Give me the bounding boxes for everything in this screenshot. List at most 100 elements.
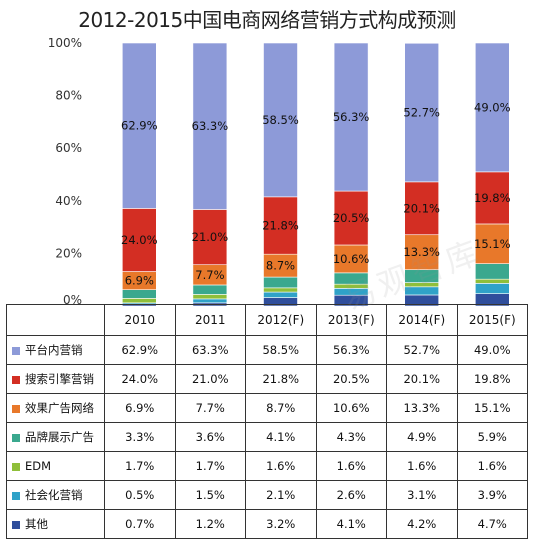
bar-segment <box>263 276 298 289</box>
table-cell: 2.6% <box>315 480 387 510</box>
legend-cell: 品牌展示广告 <box>6 422 105 452</box>
bar-segment <box>474 42 510 173</box>
table-cell: 1.6% <box>386 451 458 481</box>
bar-segment <box>404 42 440 183</box>
segment-label: 52.7% <box>403 106 440 120</box>
table-cell: 58.5% <box>245 335 317 365</box>
legend-label: EDM <box>25 459 52 473</box>
y-tick-label: 20% <box>55 246 82 260</box>
table-cell: 2.1% <box>245 480 317 510</box>
table-cell: 62.9% <box>104 335 176 365</box>
table-row: EDM 1.7% 1.7% 1.6% 1.6% 1.6% 1.6% <box>6 451 528 481</box>
table-cell: 24.0% <box>104 364 176 394</box>
bar-segment <box>263 287 298 293</box>
table-cell: 3.9% <box>456 480 528 510</box>
bar-segment <box>122 298 157 304</box>
table-cell: 13.3% <box>386 393 458 423</box>
y-tick-label: 100% <box>48 36 82 50</box>
bar-segment <box>263 196 298 255</box>
table-cell: 19.8% <box>456 364 528 394</box>
legend-swatch <box>12 404 20 413</box>
segment-label: 15.1% <box>474 237 511 251</box>
bar-segment <box>404 234 440 271</box>
y-tick-label: 60% <box>55 141 82 155</box>
table-header-cell: 2011 <box>174 304 246 336</box>
bar-segment <box>333 190 369 246</box>
bar-segment <box>192 284 228 295</box>
table-cell: 1.5% <box>174 480 246 510</box>
bar-segment <box>263 291 298 298</box>
table-cell: 0.7% <box>104 509 176 539</box>
table-cell: 4.3% <box>315 422 387 452</box>
legend-cell: 平台内营销 <box>6 335 105 365</box>
data-table: 2010 2011 2012(F) 2013(F) 2014(F) 2015(F) 平台内… <box>6 304 528 539</box>
table-cell: 56.3% <box>315 335 387 365</box>
segment-label: 19.8% <box>474 191 511 205</box>
table-cell: 1.7% <box>174 451 246 481</box>
table-cell: 1.6% <box>315 451 387 481</box>
bar-segment <box>333 288 369 296</box>
bar-segment <box>404 286 440 296</box>
legend-swatch <box>12 520 20 529</box>
legend-cell: 效果广告网络 <box>6 393 105 423</box>
segment-label: 63.3% <box>192 119 229 133</box>
bar-segment <box>192 294 228 300</box>
y-tick-label: 0% <box>63 293 82 306</box>
table-cell: 1.6% <box>456 451 528 481</box>
bar-segment <box>263 42 298 198</box>
legend-cell: 搜索引擎营销 <box>6 364 105 394</box>
segment-label: 13.3% <box>403 245 440 259</box>
segment-label: 8.7% <box>266 259 295 273</box>
table-cell: 6.9% <box>104 393 176 423</box>
table-cell: 52.7% <box>386 335 458 365</box>
table-cell: 8.7% <box>245 393 317 423</box>
bar-segment <box>404 269 440 283</box>
stacked-bar-plot: 100% 80% 60% 40% 20% 0% 6.9% 24.0% 62.9% 7.7% 21.… <box>48 36 511 306</box>
table-cell: 4.9% <box>386 422 458 452</box>
segment-label: 58.5% <box>262 113 299 127</box>
table-cell: 3.2% <box>245 509 317 539</box>
bar-segment <box>404 181 440 236</box>
table-row: 社会化营销 0.5% 1.5% 2.1% 2.6% 3.1% 3.9% <box>6 480 528 510</box>
table-header-row: 2010 2011 2012(F) 2013(F) 2014(F) 2015(F) <box>6 304 528 336</box>
bar-segment <box>474 171 510 225</box>
table-cell: 63.3% <box>174 335 246 365</box>
table-cell: 15.1% <box>456 393 528 423</box>
table-row: 其他 0.7% 1.2% 3.2% 4.1% 4.2% 4.7% <box>6 509 528 539</box>
table-header-cell: 2014(F) <box>386 304 458 336</box>
segment-label: 20.1% <box>403 201 440 215</box>
table-cell: 5.9% <box>456 422 528 452</box>
legend-swatch <box>12 491 20 500</box>
table-cell: 1.7% <box>104 451 176 481</box>
y-axis-ticks: 100% 80% 60% 40% 20% 0% <box>48 36 82 306</box>
bar-segment <box>122 42 157 209</box>
legend-swatch <box>12 462 20 471</box>
table-cell: 4.1% <box>315 509 387 539</box>
table-row: 效果广告网络 6.9% 7.7% 8.7% 10.6% 13.3% 15.1% <box>6 393 528 423</box>
bar-segment <box>333 42 369 192</box>
table-cell: 7.7% <box>174 393 246 423</box>
bar-segment <box>192 42 228 210</box>
table-cell: 21.0% <box>174 364 246 394</box>
table-header-cell: 2012(F) <box>245 304 317 336</box>
table-cell: 1.6% <box>245 451 317 481</box>
legend-label: 社会化营销 <box>25 488 83 502</box>
table-cell: 4.1% <box>245 422 317 452</box>
bar-segment <box>474 283 510 294</box>
segment-label: 21.8% <box>262 219 299 233</box>
table-cell: 4.7% <box>456 509 528 539</box>
bar-segment <box>333 244 369 274</box>
bar-segment <box>192 209 228 266</box>
segment-label: 24.0% <box>121 233 158 247</box>
legend-swatch <box>12 375 20 384</box>
legend-cell: 社会化营销 <box>6 480 105 510</box>
table-corner-cell <box>6 304 105 336</box>
table-header-cell: 2013(F) <box>315 304 387 336</box>
legend-label: 品牌展示广告 <box>25 430 94 444</box>
table-cell: 3.1% <box>386 480 458 510</box>
segment-labels: 6.9% 24.0% 62.9% 7.7% 21.0% 63.3% 8.7% 21.8% 58.… <box>121 100 511 287</box>
bar-segment <box>474 223 510 264</box>
table-cell: 3.6% <box>174 422 246 452</box>
table-cell: 3.3% <box>104 422 176 452</box>
table-cell: 1.2% <box>174 509 246 539</box>
